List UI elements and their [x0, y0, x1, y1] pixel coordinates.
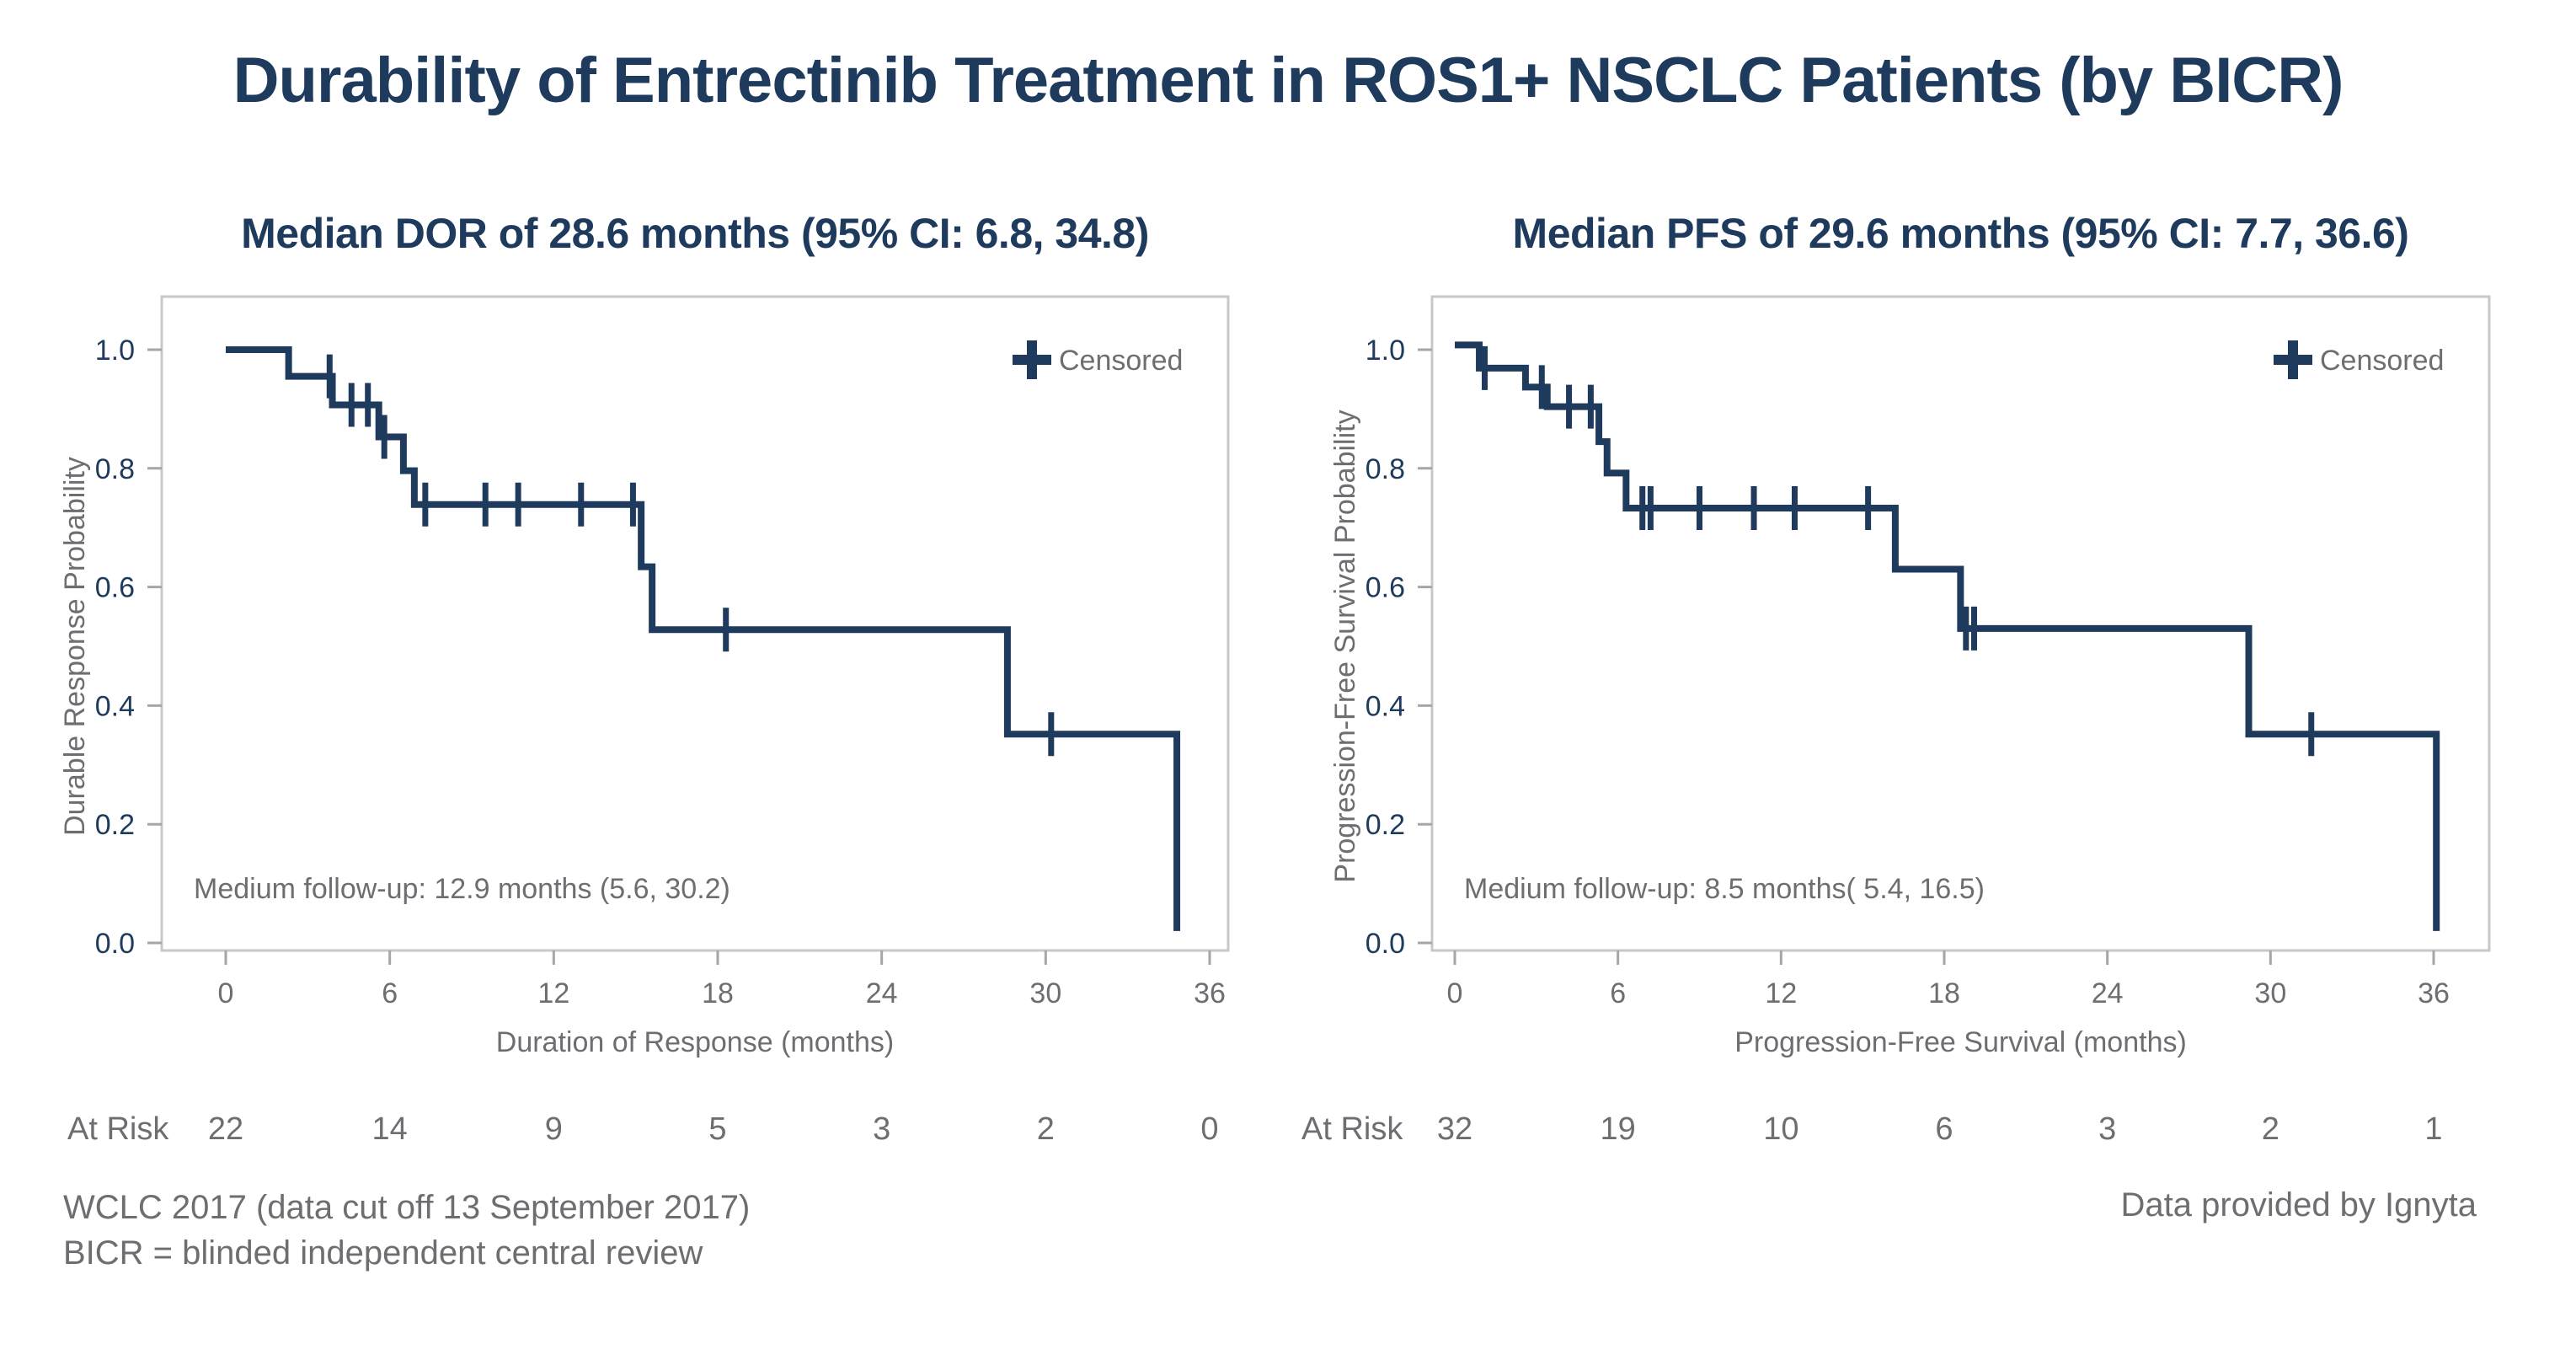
- x-tick-label: 24: [2092, 977, 2124, 1009]
- y-tick-label: 0.8: [1365, 453, 1405, 485]
- at-risk-count: 14: [372, 1111, 408, 1147]
- footer-source-note: WCLC 2017 (data cut off 13 September 201…: [63, 1185, 750, 1276]
- pfs-kaplan-meier-plot: 1.00.80.60.40.20.00 6 12 18 24 30 36Progressio…: [1301, 295, 2491, 1147]
- plot-border: [160, 295, 1230, 952]
- at-risk-count: 1: [2424, 1111, 2442, 1147]
- x-tick-label: 12: [537, 977, 569, 1009]
- follow-up-annotation: Medium follow-up: 12.9 months (5.6, 30.2…: [194, 873, 730, 905]
- y-axis-title: Progression-Free Survival Probability: [1329, 410, 1361, 882]
- x-tick-label: 0: [1447, 977, 1463, 1009]
- plus-censor-icon: [1027, 340, 1037, 379]
- at-risk-count: 22: [208, 1111, 243, 1147]
- y-tick-label: 0.6: [95, 572, 135, 604]
- footer-source-line1: WCLC 2017 (data cut off 13 September 201…: [63, 1189, 751, 1226]
- at-risk-count: 2: [2262, 1111, 2279, 1147]
- x-axis-title: Progression-Free Survival (months): [1734, 1026, 2187, 1058]
- km-survival-curve: [1455, 341, 2440, 931]
- footer-data-credit: Data provided by Ignyta: [2120, 1186, 2477, 1223]
- x-tick-label: 18: [1928, 977, 1960, 1009]
- footer-source-line2: BICR = blinded independent central revie…: [63, 1234, 703, 1272]
- at-risk-count: 9: [545, 1111, 563, 1147]
- y-axis-title: Durable Response Probability: [59, 457, 91, 836]
- follow-up-annotation: Medium follow-up: 8.5 months( 5.4, 16.5): [1464, 873, 1985, 905]
- y-tick-label: 0.0: [95, 928, 135, 960]
- at-risk-count: 32: [1437, 1111, 1472, 1147]
- x-tick-label: 36: [2418, 977, 2450, 1009]
- pfs-chart-title: Median PFS of 29.6 months (95% CI: 7.7, …: [1512, 210, 2409, 257]
- x-tick-label: 30: [1029, 977, 1061, 1009]
- x-tick-label: 18: [702, 977, 734, 1009]
- y-tick-label: 0.2: [95, 809, 135, 841]
- at-risk-count: 19: [1601, 1111, 1636, 1147]
- x-axis-title: Duration of Response (months): [496, 1026, 894, 1058]
- at-risk-count: 3: [873, 1111, 890, 1147]
- at-risk-count: 0: [1200, 1111, 1218, 1147]
- at-risk-row-label: At Risk: [67, 1111, 169, 1147]
- at-risk-count: 2: [1037, 1111, 1055, 1147]
- at-risk-count: 6: [1935, 1111, 1953, 1147]
- y-tick-label: 0.2: [1365, 809, 1405, 841]
- x-tick-label: 36: [1194, 977, 1226, 1009]
- y-tick-label: 1.0: [1365, 335, 1405, 367]
- km-survival-curve: [226, 346, 1181, 931]
- at-risk-row-label: At Risk: [1301, 1111, 1403, 1147]
- plus-censor-icon: [2288, 340, 2298, 379]
- x-tick-label: 24: [866, 977, 898, 1009]
- y-tick-label: 1.0: [95, 335, 135, 367]
- legend-censored-label: Censored: [1059, 345, 1183, 377]
- dor-chart-title: Median DOR of 28.6 months (95% CI: 6.8, …: [241, 210, 1149, 257]
- y-tick-label: 0.0: [1365, 928, 1405, 960]
- y-tick-label: 0.4: [95, 690, 135, 722]
- y-tick-label: 0.4: [1365, 690, 1405, 722]
- x-tick-label: 12: [1765, 977, 1797, 1009]
- x-tick-label: 0: [218, 977, 234, 1009]
- at-risk-count: 10: [1763, 1111, 1798, 1147]
- y-tick-label: 0.8: [95, 453, 135, 485]
- x-tick-label: 6: [1610, 977, 1626, 1009]
- at-risk-count: 5: [708, 1111, 726, 1147]
- x-tick-label: 6: [382, 977, 398, 1009]
- legend-censored-label: Censored: [2320, 345, 2444, 377]
- x-tick-label: 30: [2254, 977, 2286, 1009]
- page-title: Durability of Entrectinib Treatment in R…: [232, 45, 2344, 116]
- y-tick-label: 0.6: [1365, 572, 1405, 604]
- plot-border: [1430, 295, 2491, 952]
- at-risk-count: 3: [2098, 1111, 2116, 1147]
